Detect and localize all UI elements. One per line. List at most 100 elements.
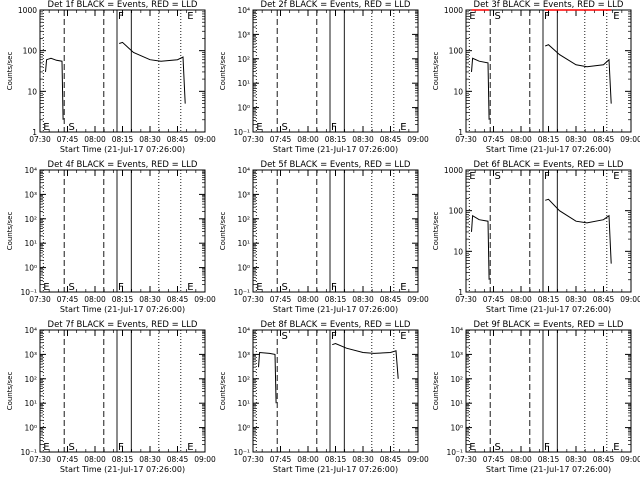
series-events-line xyxy=(545,44,612,104)
y-tick-label: 10² xyxy=(24,215,37,224)
y-tick-label: 1000 xyxy=(444,166,463,175)
x-tick-label: 08:00 xyxy=(297,455,319,464)
x-tick-label: 08:00 xyxy=(84,455,106,464)
x-tick-label: 08:30 xyxy=(565,455,587,464)
plot-frame xyxy=(465,329,632,453)
x-tick-label: 08:30 xyxy=(139,135,161,144)
y-tick-label: 10⁻¹ xyxy=(233,288,250,297)
x-axis-label: Start Time (21-Jul-17 07:26:00) xyxy=(60,465,185,474)
marker-label-e: E xyxy=(43,442,49,453)
marker-label-e: E xyxy=(400,282,406,293)
x-tick-label: 07:30 xyxy=(242,135,264,144)
y-axis-label: Counts/sec xyxy=(219,52,227,91)
y-axis-label: Counts/sec xyxy=(6,52,14,91)
x-tick-label: 08:15 xyxy=(325,135,347,144)
x-tick-label: 08:30 xyxy=(352,455,374,464)
panel-det-7f: Det 7f BLACK = Events, RED = LLD Counts/s… xyxy=(6,320,216,474)
marker-label-f: F xyxy=(331,331,337,342)
panel-title: Det 7f BLACK = Events, RED = LLD xyxy=(48,320,198,330)
x-tick-label: 08:45 xyxy=(380,455,402,464)
marker-label-e: E xyxy=(187,442,193,453)
x-axis-label: Start Time (21-Jul-17 07:26:00) xyxy=(60,305,185,314)
x-tick-label: 07:45 xyxy=(270,135,292,144)
x-tick-label: 08:00 xyxy=(84,135,106,144)
x-tick-label: 07:30 xyxy=(29,135,51,144)
x-axis-label: Start Time (21-Jul-17 07:26:00) xyxy=(486,465,611,474)
x-tick-label: 08:00 xyxy=(297,295,319,304)
marker-label-s: S xyxy=(69,122,75,133)
x-tick-label: 08:00 xyxy=(510,295,532,304)
y-tick-label: 10⁴ xyxy=(24,166,37,175)
y-tick-label: 10³ xyxy=(450,350,463,359)
x-tick-label: 09:00 xyxy=(620,295,640,304)
y-tick-label: 1 xyxy=(458,128,463,137)
panel-det-3f: Det 3f BLACK = Events, RED = LLD Counts/s… xyxy=(432,0,640,154)
y-tick-label: 10² xyxy=(450,375,463,384)
y-tick-label: 10¹ xyxy=(237,239,250,248)
x-tick-label: 08:00 xyxy=(297,135,319,144)
series-events-line xyxy=(258,351,277,404)
panel-title: Det 1f BLACK = Events, RED = LLD xyxy=(48,0,198,10)
marker-label-e: E xyxy=(613,171,619,182)
x-tick-label: 08:30 xyxy=(565,295,587,304)
x-tick-label: 08:45 xyxy=(167,135,189,144)
y-tick-label: 10⁴ xyxy=(450,326,463,335)
x-tick-label: 07:45 xyxy=(57,455,79,464)
series-events-line xyxy=(471,214,490,280)
y-tick-label: 10¹ xyxy=(24,239,37,248)
x-tick-label: 08:30 xyxy=(139,295,161,304)
panel-det-1f: Det 1f BLACK = Events, RED = LLD Counts/s… xyxy=(6,0,216,154)
y-tick-label: 10⁰ xyxy=(24,424,37,433)
plot-frame xyxy=(252,329,419,453)
y-tick-label: 10 xyxy=(453,87,463,96)
marker-label-e: E xyxy=(613,11,619,22)
y-tick-label: 100 xyxy=(23,47,38,56)
marker-label-s: S xyxy=(282,282,288,293)
marker-label-e: E xyxy=(469,171,475,182)
x-tick-label: 09:00 xyxy=(407,455,429,464)
x-tick-label: 08:45 xyxy=(593,295,615,304)
y-tick-label: 10⁻¹ xyxy=(20,288,37,297)
x-tick-label: 07:45 xyxy=(270,455,292,464)
plot-frame xyxy=(465,9,632,133)
x-tick-label: 08:30 xyxy=(352,295,374,304)
x-axis-label: Start Time (21-Jul-17 07:26:00) xyxy=(486,145,611,154)
x-tick-label: 08:00 xyxy=(510,455,532,464)
x-axis-label: Start Time (21-Jul-17 07:26:00) xyxy=(486,305,611,314)
marker-label-s: S xyxy=(495,11,501,22)
marker-label-f: F xyxy=(331,122,337,133)
x-tick-label: 07:30 xyxy=(455,135,477,144)
panel-title: Det 3f BLACK = Events, RED = LLD xyxy=(474,0,624,10)
x-tick-label: 08:15 xyxy=(538,295,560,304)
x-tick-label: 09:00 xyxy=(194,295,216,304)
y-tick-label: 10⁰ xyxy=(24,264,37,273)
y-axis-label: Counts/sec xyxy=(219,212,227,251)
y-tick-label: 10⁴ xyxy=(24,326,37,335)
y-tick-label: 10² xyxy=(237,215,250,224)
x-axis-label: Start Time (21-Jul-17 07:26:00) xyxy=(60,145,185,154)
marker-label-s: S xyxy=(69,282,75,293)
y-tick-label: 10¹ xyxy=(237,79,250,88)
x-tick-label: 07:45 xyxy=(57,295,79,304)
y-tick-label: 10⁻¹ xyxy=(20,448,37,457)
series-events-line xyxy=(471,57,490,120)
y-tick-label: 10⁰ xyxy=(237,264,250,273)
panel-title: Det 2f BLACK = Events, RED = LLD xyxy=(261,0,411,10)
y-tick-label: 10⁴ xyxy=(237,326,250,335)
x-tick-label: 07:30 xyxy=(242,455,264,464)
panel-title: Det 8f BLACK = Events, RED = LLD xyxy=(261,320,411,330)
marker-label-f: F xyxy=(118,282,124,293)
marker-label-f: F xyxy=(331,282,337,293)
plot-frame xyxy=(465,169,632,293)
x-tick-label: 08:15 xyxy=(538,135,560,144)
x-tick-label: 07:45 xyxy=(483,295,505,304)
x-tick-label: 07:30 xyxy=(242,295,264,304)
x-tick-label: 08:30 xyxy=(565,135,587,144)
marker-label-e: E xyxy=(256,122,262,133)
x-tick-label: 07:30 xyxy=(455,295,477,304)
marker-label-e: E xyxy=(187,282,193,293)
y-tick-label: 10¹ xyxy=(450,399,463,408)
panel-title: Det 5f BLACK = Events, RED = LLD xyxy=(261,160,411,170)
marker-label-f: F xyxy=(544,442,550,453)
